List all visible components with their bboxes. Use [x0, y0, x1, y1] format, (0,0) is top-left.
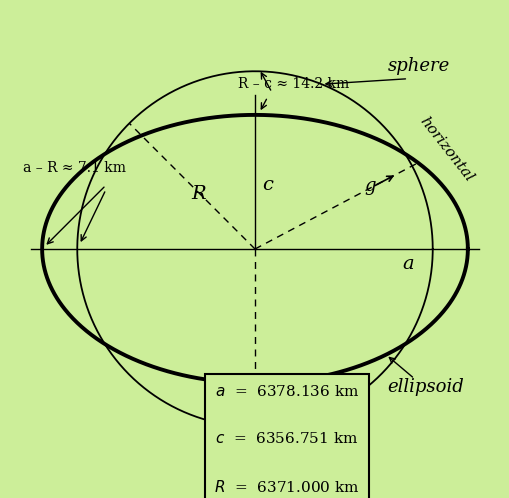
Text: a – R ≈ 7.1 km: a – R ≈ 7.1 km [22, 161, 125, 175]
Text: horizontal: horizontal [416, 114, 475, 184]
Text: R: R [190, 185, 205, 203]
Text: a: a [402, 255, 413, 273]
Text: c: c [262, 176, 273, 194]
Text: sphere: sphere [387, 57, 449, 75]
Text: $a$  =  6378.136 km

$c$  =  6356.751 km

$R$  =  6371.000 km: $a$ = 6378.136 km $c$ = 6356.751 km $R$ … [214, 383, 359, 495]
Text: R – c ≈ 14.2 km: R – c ≈ 14.2 km [237, 77, 348, 91]
Text: g: g [363, 177, 375, 195]
Text: ellipsoid: ellipsoid [386, 378, 463, 396]
